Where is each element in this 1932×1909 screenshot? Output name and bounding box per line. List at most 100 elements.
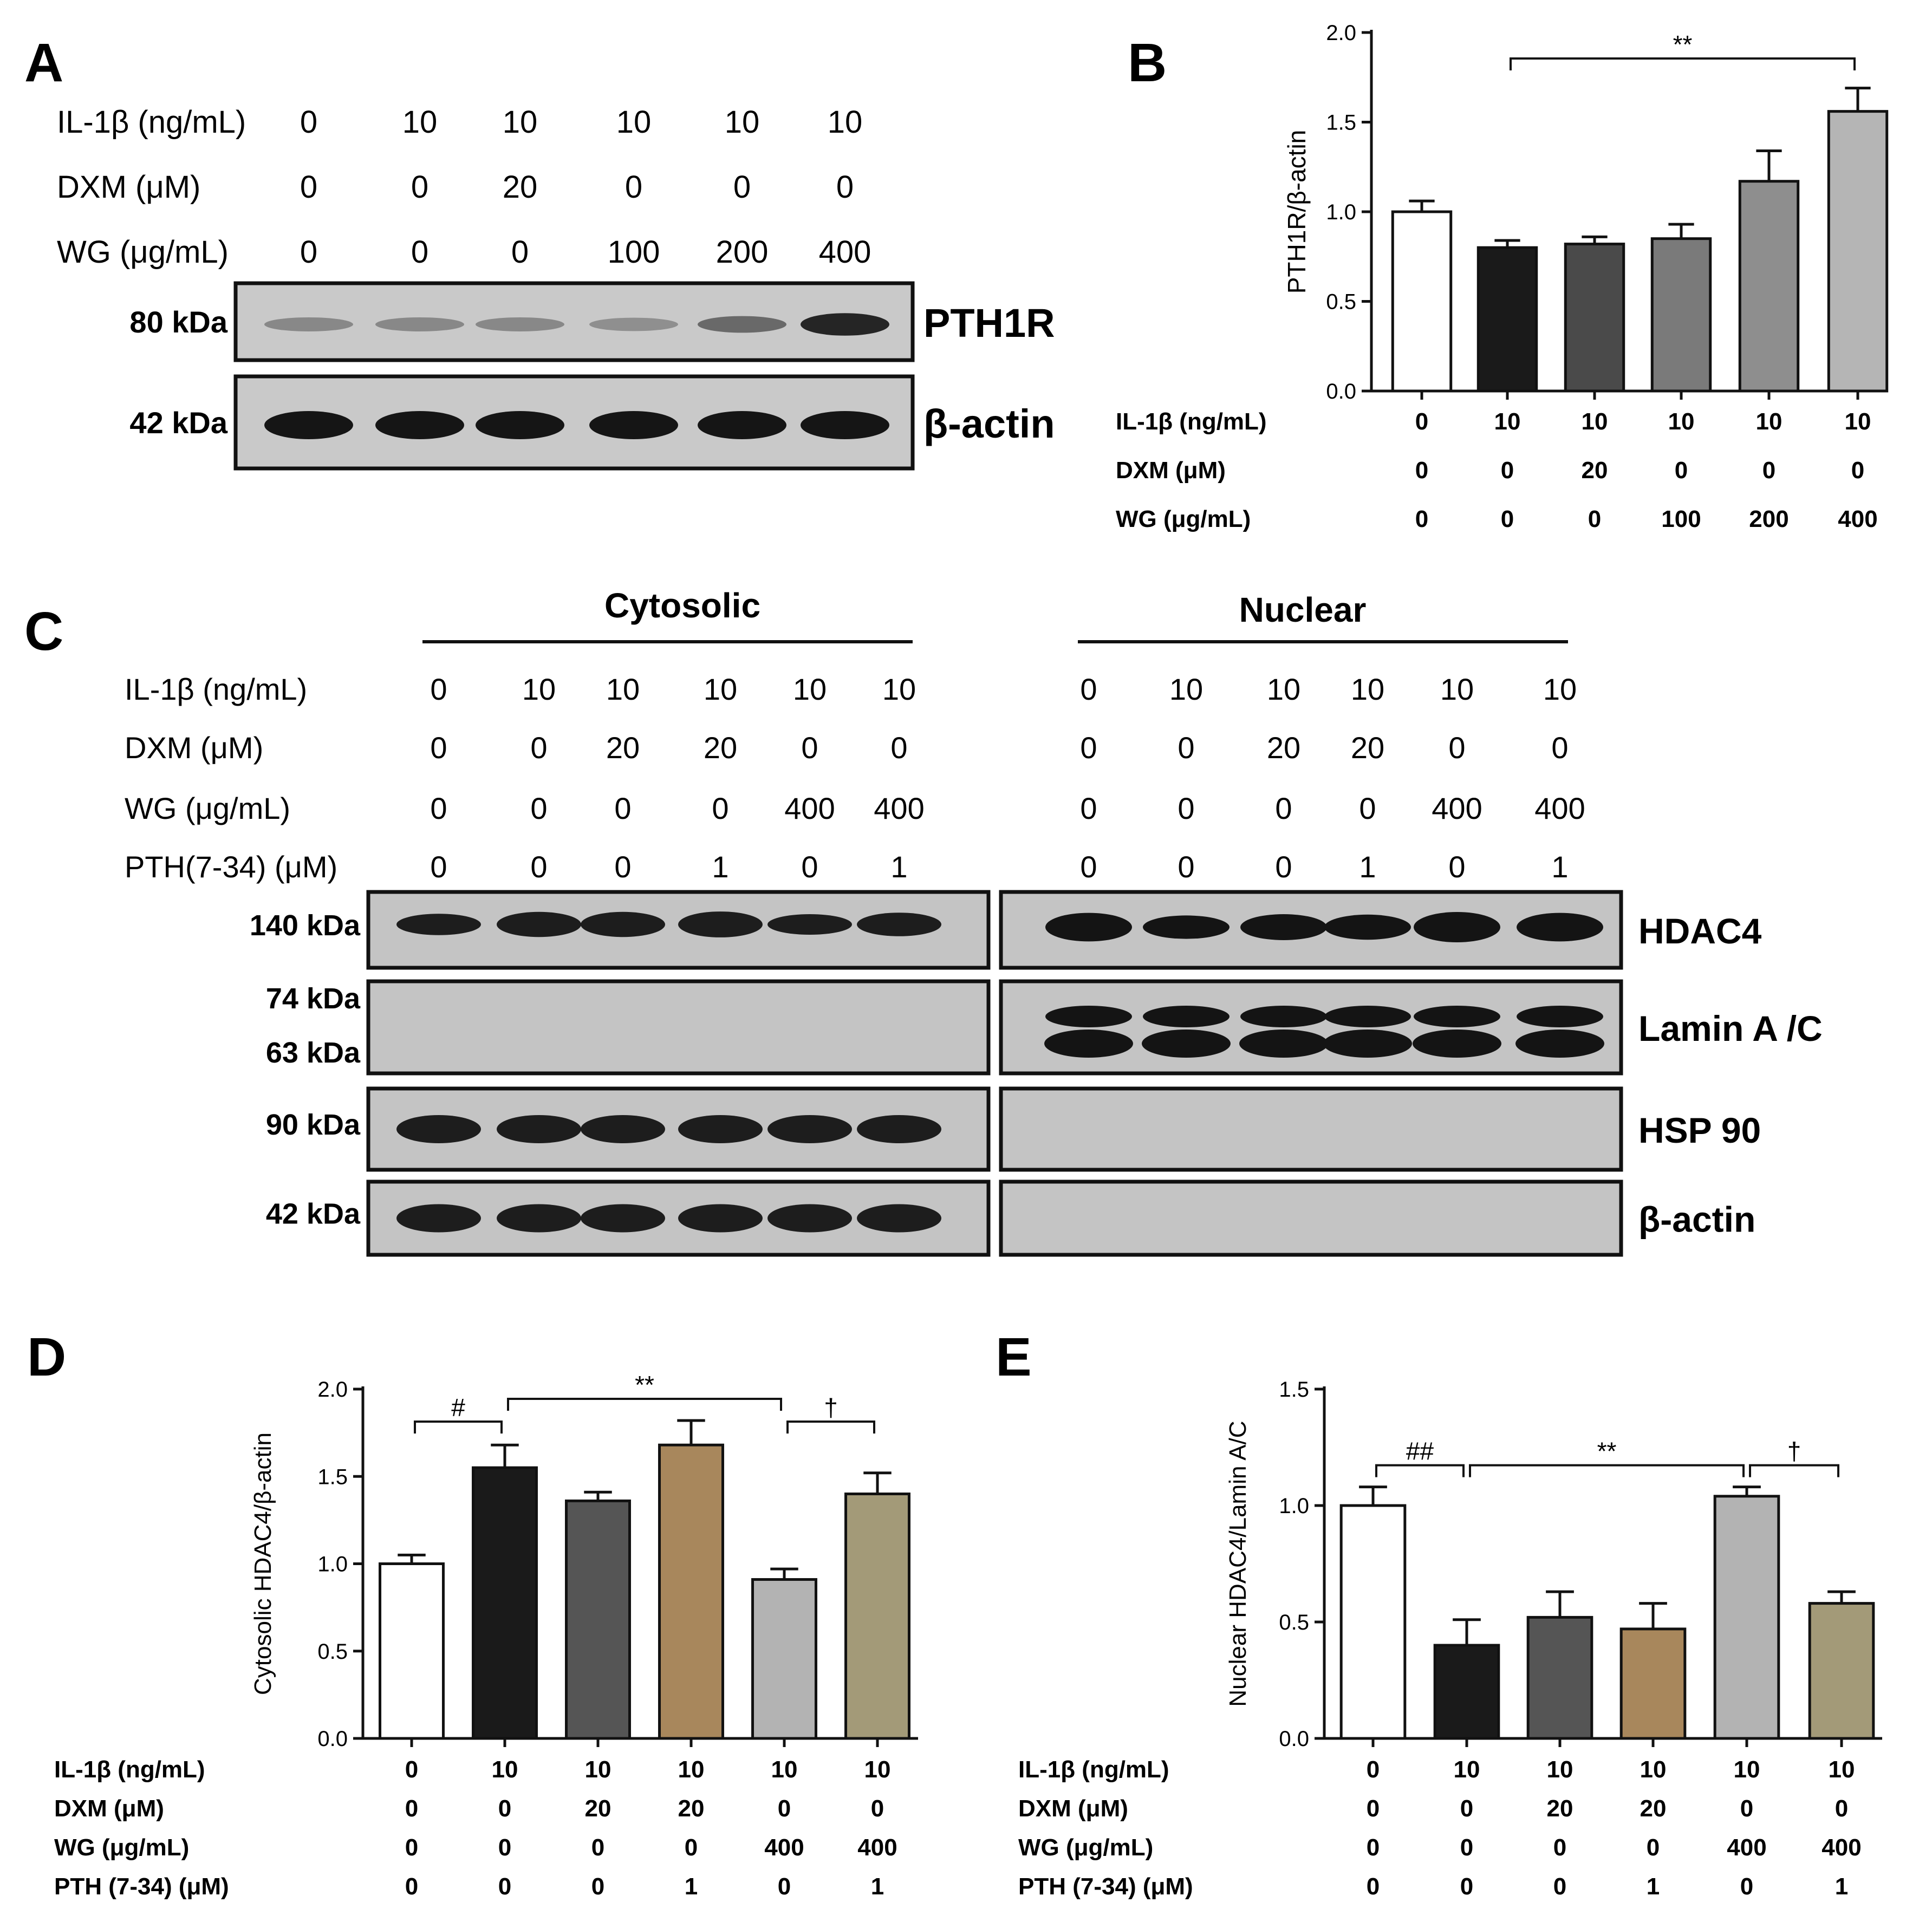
chart-b-condition-value: 0 <box>1851 457 1864 484</box>
panel-c-row-value-cytosolic: 20 <box>704 731 737 765</box>
panel-c-row-value-nuclear: 0 <box>1178 731 1194 765</box>
panel-c-blot-box-cytosolic <box>366 979 991 1076</box>
panel-a-band <box>264 317 353 331</box>
panel-c-row-label: WG (μg/mL) <box>125 791 290 825</box>
chart-e-significance-label: † <box>1787 1437 1801 1465</box>
chart-d-bar <box>844 1493 910 1740</box>
panel-letter-b: B <box>1128 32 1167 93</box>
panel-c-band-nuclear <box>1240 914 1327 940</box>
panel-c-header-cytosolic: Cytosolic <box>604 586 760 625</box>
panel-c-row-value-nuclear: 0 <box>1275 850 1292 884</box>
chart-e-y-axis-label: Nuclear HDAC4/Lamin A/C <box>1225 1421 1251 1706</box>
chart-b-condition-value: 10 <box>1494 408 1521 435</box>
chart-d-condition-value: 10 <box>864 1756 891 1783</box>
chart-e-bar <box>1619 1627 1687 1740</box>
chart-e-y-tick-label: 0.5 <box>1279 1611 1309 1634</box>
panel-c-row-value-nuclear: 0 <box>1080 731 1097 765</box>
panel-c-row-value-nuclear: 0 <box>1080 672 1097 706</box>
chart-b-condition-value: 10 <box>1845 408 1871 435</box>
chart-d-condition-value: 0 <box>778 1873 791 1900</box>
chart-b-y-tick-label: 1.0 <box>1326 200 1356 224</box>
chart-b-significance-bracket <box>1510 57 1856 70</box>
panel-c-row-value-cytosolic: 0 <box>712 791 728 825</box>
chart-e-condition-value: 1 <box>1647 1873 1660 1900</box>
chart-d-condition-value: 0 <box>498 1873 511 1900</box>
chart-b-condition-value: 0 <box>1588 506 1601 532</box>
panel-c-band-nuclear <box>1517 1006 1603 1027</box>
chart-e-condition-label: IL-1β (ng/mL) <box>1018 1756 1169 1783</box>
chart-e-significance-label: ** <box>1597 1437 1617 1465</box>
chart-e-bar <box>1808 1602 1875 1740</box>
chart-d-significance-bracket <box>507 1398 782 1411</box>
panel-a-band <box>476 411 564 439</box>
panel-c-band-cytosolic <box>581 911 665 937</box>
chart-e-condition-value: 20 <box>1547 1795 1573 1822</box>
panel-c-band-cytosolic <box>678 911 763 937</box>
chart-d-y-tick-label: 2.0 <box>317 1378 348 1402</box>
panel-letter-c: C <box>24 601 63 662</box>
panel-c-row-value-nuclear: 0 <box>1080 791 1097 825</box>
panel-a-row-value: 0 <box>300 170 317 205</box>
panel-c-row-value-cytosolic: 0 <box>530 850 547 884</box>
chart-e-y-tick-label: 1.5 <box>1279 1378 1309 1402</box>
panel-c-row-value-nuclear: 400 <box>1432 791 1482 825</box>
panel-a-protein-label: β-actin <box>923 401 1055 446</box>
panel-c-row-value-nuclear: 0 <box>1178 791 1194 825</box>
panel-c-row-value-nuclear: 0 <box>1359 791 1376 825</box>
panel-c-row-value-cytosolic: 0 <box>430 731 447 765</box>
panel-c-row-value-nuclear: 400 <box>1534 791 1585 825</box>
panel-c-row-value-nuclear: 10 <box>1169 672 1203 706</box>
panel-c-row-value-cytosolic: 0 <box>530 731 547 765</box>
panel-a-band <box>801 411 889 439</box>
panel-c-row-label: DXM (μM) <box>125 731 263 765</box>
chart-d-significance-label: ** <box>635 1371 654 1399</box>
chart-b-y-axis-label: PTH1R/β-actin <box>1283 130 1311 294</box>
chart-b-condition-value: 200 <box>1749 506 1788 532</box>
panel-c-row-value-cytosolic: 0 <box>614 791 631 825</box>
chart-b-y-tick-label: 0.0 <box>1326 380 1356 403</box>
chart-e-condition-value: 0 <box>1740 1873 1753 1900</box>
panel-a-row-value: 400 <box>819 234 871 270</box>
chart-d-condition-value: 10 <box>585 1756 612 1783</box>
panel-c-protein-label: Lamin A /C <box>1638 1008 1823 1048</box>
panel-c-row-label: IL-1β (ng/mL) <box>125 672 307 706</box>
chart-e-condition-value: 0 <box>1367 1795 1380 1822</box>
panel-c-band-cytosolic <box>497 911 581 937</box>
chart-d-condition-value: 20 <box>585 1795 612 1822</box>
panel-c-row-value-nuclear: 10 <box>1440 672 1474 706</box>
panel-letter-a: A <box>24 32 63 93</box>
chart-d-bar <box>379 1562 445 1740</box>
panel-a-band <box>476 317 564 331</box>
chart-b-bar <box>1391 210 1453 393</box>
chart-b-condition-value: 100 <box>1661 506 1701 532</box>
chart-b-bar <box>1827 110 1889 393</box>
chart-e-condition-value: 0 <box>1367 1756 1380 1783</box>
panel-c-kda-label: 42 kDa <box>266 1198 361 1230</box>
panel-c-protein-label: HSP 90 <box>1638 1110 1761 1150</box>
chart-e-condition-value: 20 <box>1640 1795 1667 1822</box>
chart-b-condition-value: 0 <box>1501 457 1514 484</box>
panel-c-protein-label: HDAC4 <box>1638 911 1762 951</box>
panel-c-band-cytosolic <box>857 1204 941 1233</box>
panel-c-band-cytosolic <box>678 1115 763 1143</box>
chart-e-condition-value: 0 <box>1553 1834 1566 1861</box>
panel-a-kda-label: 80 kDa <box>129 305 227 339</box>
panel-c-row-value-nuclear: 1 <box>1551 850 1568 884</box>
panel-a-row-value: 0 <box>300 234 317 270</box>
panel-c-kda-label: 140 kDa <box>250 909 361 942</box>
chart-e-condition-label: WG (μg/mL) <box>1018 1834 1153 1861</box>
chart-b-y-tick-label: 2.0 <box>1326 21 1356 45</box>
chart-d-condition-value: 10 <box>678 1756 705 1783</box>
panel-c-row-value-cytosolic: 400 <box>784 791 835 825</box>
chart-d-condition-value: 0 <box>778 1795 791 1822</box>
panel-a-row-value: 0 <box>733 170 751 205</box>
chart-d-bar <box>751 1578 817 1740</box>
panel-c-row-value-cytosolic: 0 <box>801 731 818 765</box>
panel-c-band-nuclear <box>1515 1030 1604 1058</box>
panel-c-row-value-cytosolic: 0 <box>430 850 447 884</box>
chart-e-condition-value: 0 <box>1460 1795 1473 1822</box>
chart-e-significance-bracket <box>1469 1464 1745 1477</box>
panel-a-row-label: DXM (μM) <box>57 170 200 205</box>
chart-b-bar <box>1650 237 1712 393</box>
